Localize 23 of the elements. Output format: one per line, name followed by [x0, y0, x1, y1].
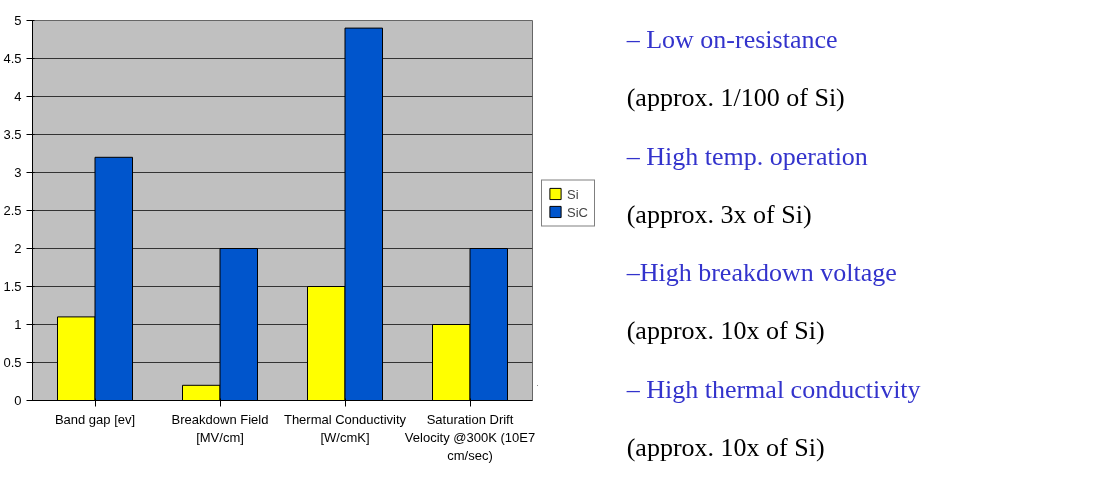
text: – High temp. operation: [625, 141, 868, 171]
x-tick-label: Breakdown Field [MV/cm]: [171, 411, 269, 445]
y-tick-label: 3: [14, 165, 22, 180]
y-tick-label: 1.5: [3, 279, 22, 294]
y-tick-label: 3.5: [3, 127, 22, 142]
y-tick-label: 1: [14, 317, 22, 332]
legend-label: SiC: [567, 204, 588, 219]
text: – Low on-resistance: [625, 24, 838, 54]
text: (approx. 10x of Si): [626, 433, 825, 463]
x-tick-label: Band gap [ev]: [54, 411, 136, 427]
legend-label: Si: [567, 186, 580, 201]
text: (approx. 1/100 of Si): [626, 83, 845, 113]
text: (approx. 10x of Si): [626, 316, 825, 346]
y-tick-label: 0: [14, 393, 22, 408]
y-tick-label: 4.5: [3, 51, 22, 66]
y-tick-label: 2: [14, 241, 22, 256]
text: – High thermal conductivity: [625, 374, 921, 404]
y-tick-label: 2.5: [3, 203, 22, 218]
text: –High breakdown voltage: [625, 258, 897, 288]
y-tick-label: 5: [14, 13, 22, 28]
y-tick-label: 0.5: [3, 355, 22, 370]
y-tick-label: 4: [14, 89, 22, 104]
text: (approx. 3x of Si): [626, 199, 812, 229]
